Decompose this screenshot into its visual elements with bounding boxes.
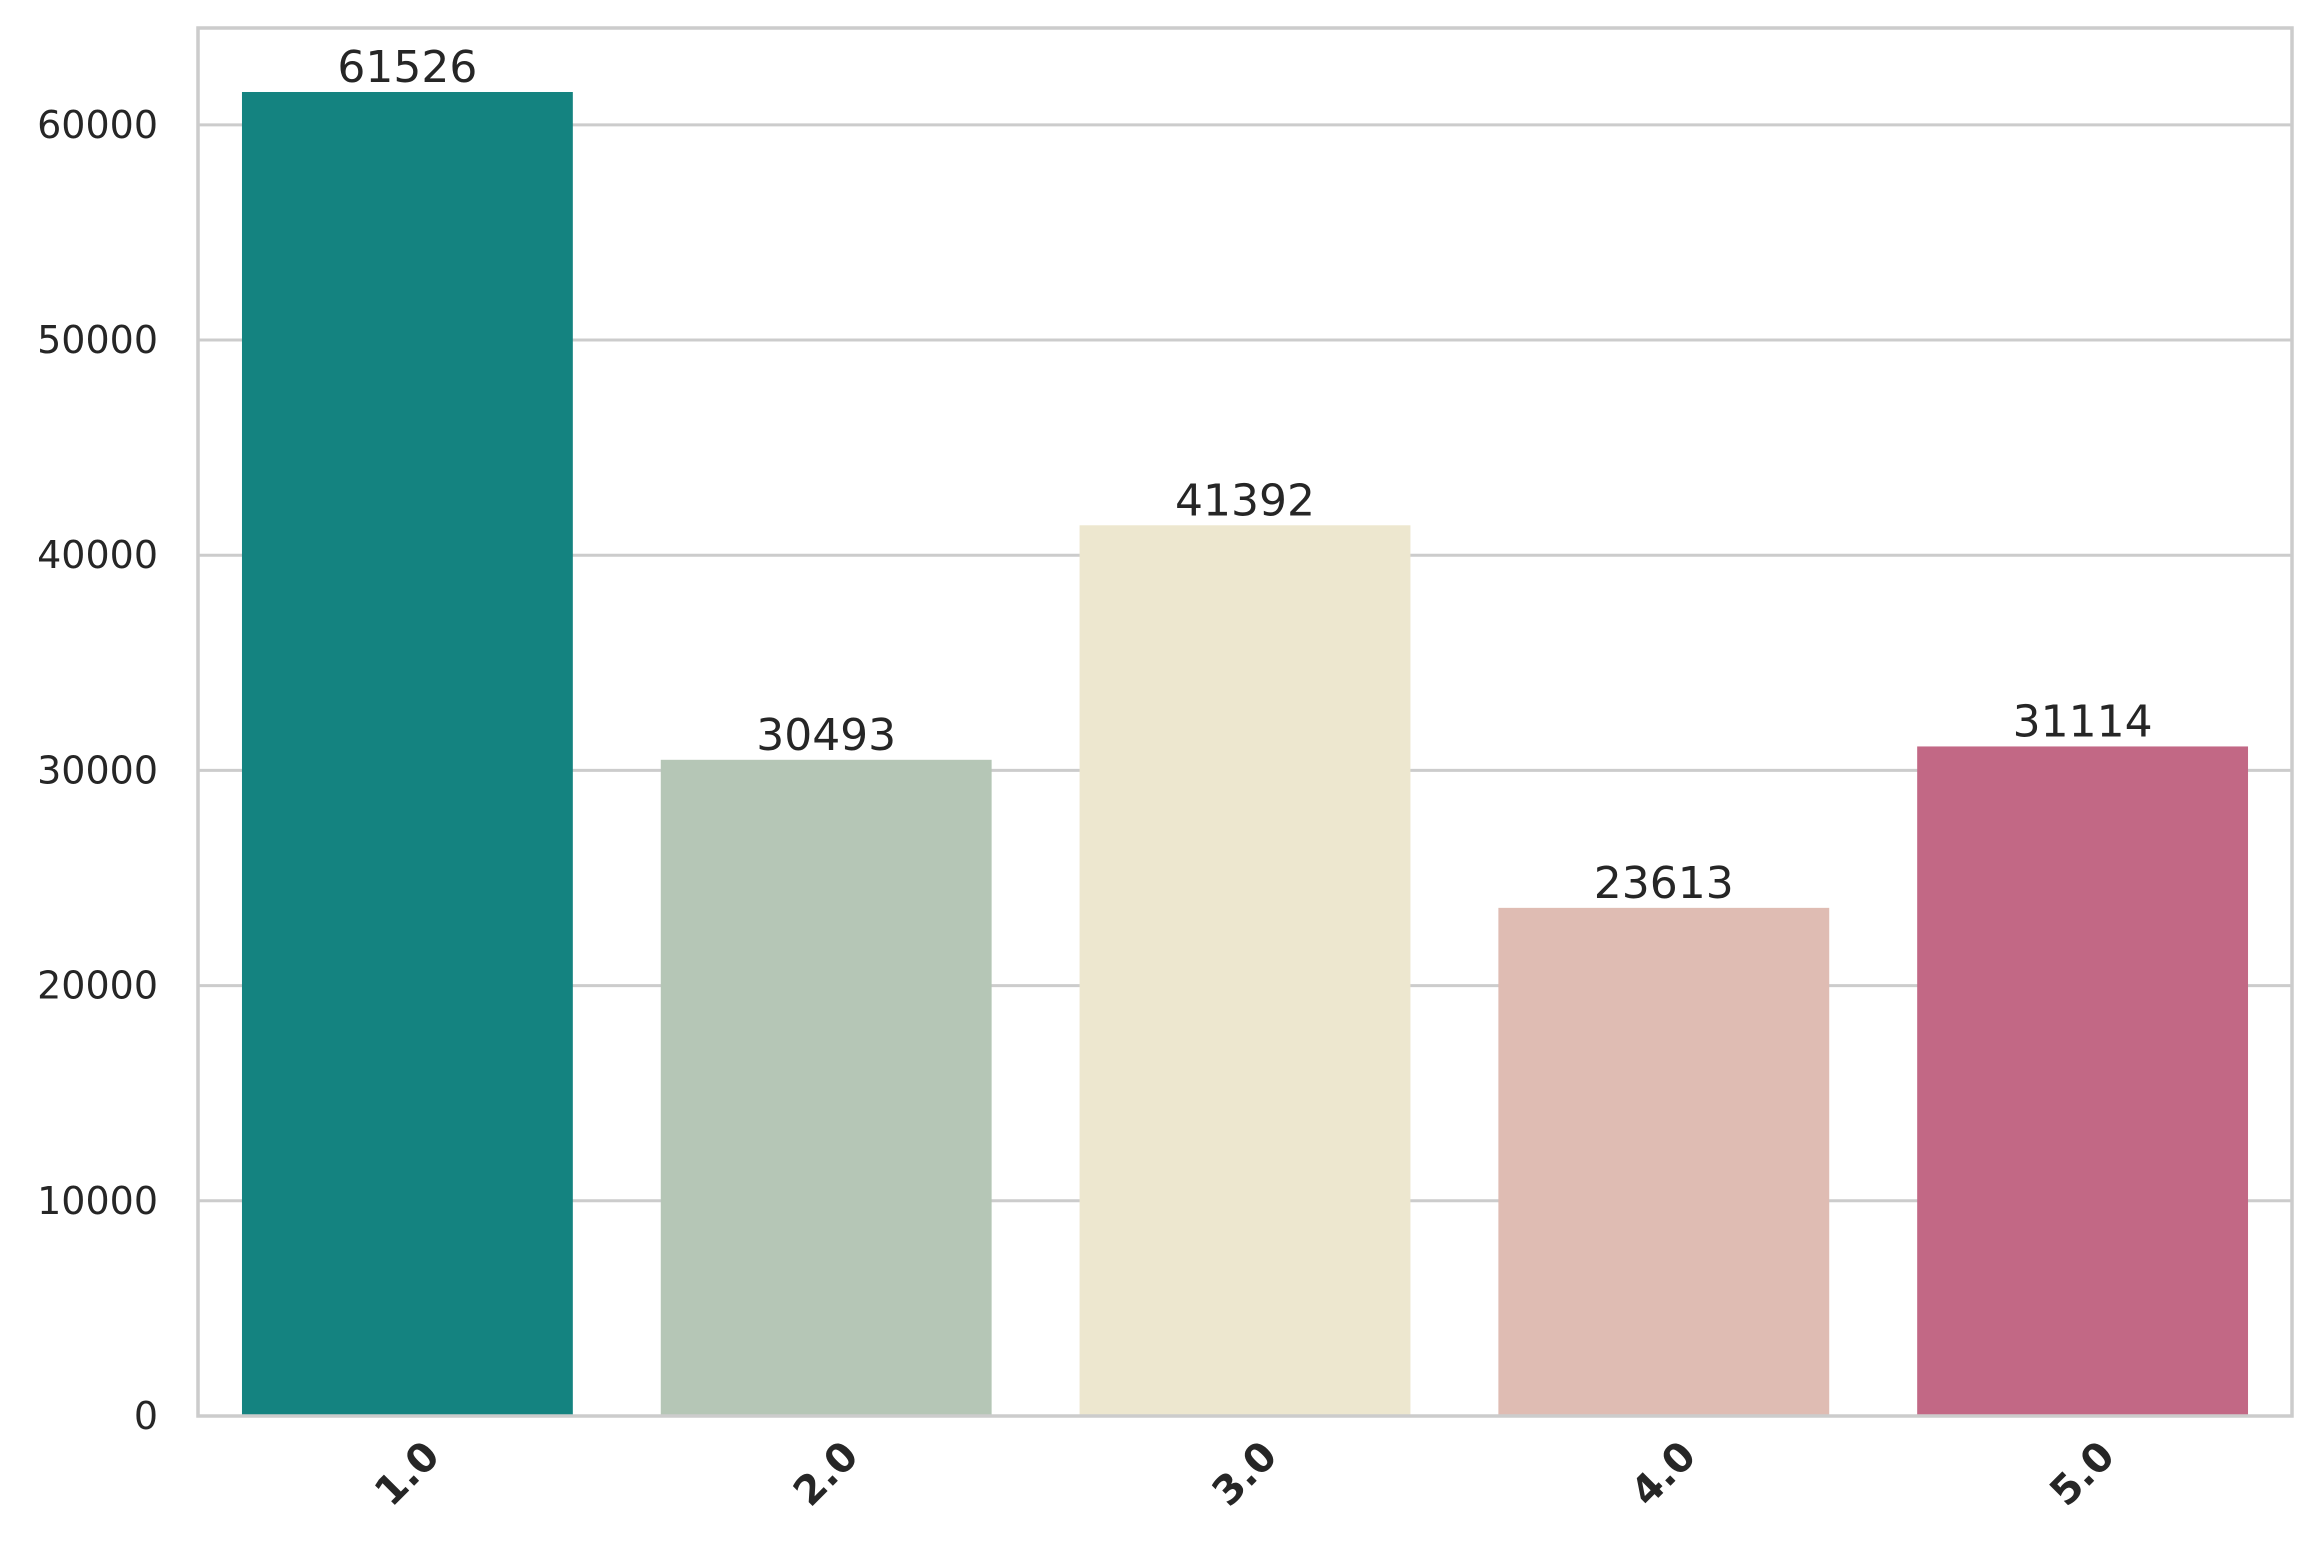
y-tick-label: 50000 xyxy=(37,318,158,362)
data-label: 30493 xyxy=(756,710,896,761)
y-tick-label: 30000 xyxy=(37,748,158,792)
y-axis-ticks: 0 10000 20000 30000 40000 50000 60000 xyxy=(37,103,158,1438)
data-label: 41392 xyxy=(1175,475,1315,526)
data-label: 31114 xyxy=(2013,696,2153,747)
bars xyxy=(241,91,2249,1416)
bar xyxy=(241,91,573,1416)
data-labels: 61526 30493 41392 23613 31114 xyxy=(337,42,2152,909)
y-tick-label: 20000 xyxy=(37,964,158,1008)
y-tick-label: 0 xyxy=(134,1394,158,1438)
y-tick-label: 40000 xyxy=(37,533,158,577)
y-tick-label: 10000 xyxy=(37,1179,158,1223)
bar xyxy=(1917,746,2249,1416)
bar xyxy=(660,759,992,1416)
data-label: 61526 xyxy=(337,42,477,93)
data-label: 23613 xyxy=(1594,858,1734,909)
plot-area-frame xyxy=(196,26,2294,1418)
bar xyxy=(1498,907,1830,1416)
y-tick-label: 60000 xyxy=(37,103,158,147)
bar xyxy=(1079,525,1411,1416)
